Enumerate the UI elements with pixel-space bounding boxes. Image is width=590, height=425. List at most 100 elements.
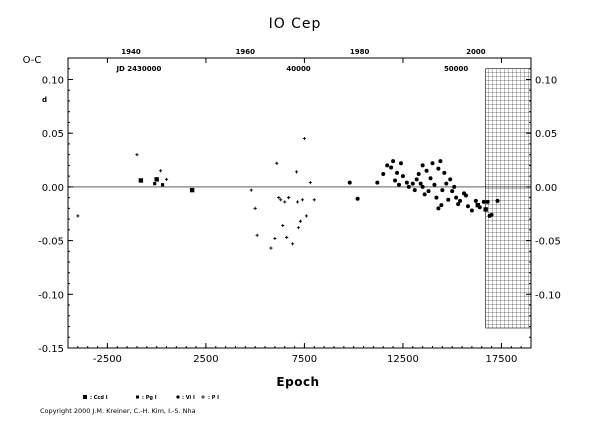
data-point-vi <box>495 198 500 203</box>
data-point-vi <box>428 176 433 181</box>
data-point-vi <box>406 184 411 189</box>
data-point-vi <box>422 192 427 197</box>
data-point-p <box>164 177 169 181</box>
data-point-vi <box>440 188 445 193</box>
data-point-p <box>281 223 285 228</box>
data-point-ccd <box>189 187 195 193</box>
data-point-vi <box>400 174 405 179</box>
x-tick-label: 12500 <box>387 354 419 365</box>
data-point-vi <box>398 161 403 166</box>
legend-marker-ccd <box>83 395 87 399</box>
hatched-region <box>485 68 532 329</box>
y-tick-label: 0.10 <box>42 75 64 86</box>
data-point-vi <box>385 163 390 168</box>
data-point-vi <box>454 195 459 200</box>
y-tick-label: 0.00 <box>42 183 64 194</box>
data-point-ccd <box>483 207 488 212</box>
jd-label: JD 2430000 <box>115 65 161 73</box>
data-point-vi <box>393 178 398 183</box>
data-point-vi <box>391 159 396 164</box>
y-unit-mark: d <box>42 96 47 104</box>
data-point-vi <box>489 212 494 217</box>
data-point-vi <box>458 198 463 203</box>
jd-label: 40000 <box>286 65 310 73</box>
axis-ticks: -2500 2500 7500 12500 17500 -0.15 -0.10 -0.05 0.… <box>38 48 561 365</box>
data-point-vi <box>412 188 417 193</box>
data-point-p <box>275 161 279 165</box>
data-point-vi <box>456 202 461 207</box>
data-point-vi <box>420 184 425 189</box>
x-tick-label: -2500 <box>93 354 122 365</box>
y-tick-label-right: 0.00 <box>535 183 557 194</box>
y-tick-label: -0.10 <box>38 290 64 301</box>
data-point-p <box>255 233 259 237</box>
data-point-p <box>135 153 139 157</box>
data-point-ccd <box>475 202 481 208</box>
data-point-vi <box>444 181 449 186</box>
plot-frame <box>67 57 532 349</box>
data-point-p <box>269 246 273 250</box>
data-point-p <box>298 219 303 223</box>
data-point-vi <box>418 181 423 186</box>
data-point-vi <box>414 177 419 182</box>
data-point-p <box>283 200 287 204</box>
data-point-p <box>302 136 307 141</box>
data-point-vi <box>404 180 409 185</box>
data-point-vi <box>448 177 453 182</box>
data-point-vi <box>416 172 421 176</box>
legend-label-p: : P I <box>208 395 219 401</box>
data-point-p <box>253 206 257 210</box>
y-axis-label: O-C <box>23 55 42 66</box>
data-point-p <box>294 170 299 174</box>
data-point-vi <box>424 168 429 173</box>
data-point-ccd <box>138 178 144 183</box>
data-point-vi <box>473 198 478 203</box>
data-point-pg <box>153 182 157 186</box>
legend-marker-pg <box>136 395 139 399</box>
plot-border <box>67 57 532 349</box>
legend-label-ccd: : Ccd I <box>90 395 108 401</box>
data-point-vi <box>439 203 444 208</box>
data-points <box>76 136 500 250</box>
data-point-p <box>279 198 283 202</box>
data-point-vi <box>477 205 482 210</box>
data-point-p <box>291 242 295 246</box>
data-point-p <box>287 196 291 200</box>
data-point-vi <box>436 166 441 171</box>
top-axis-year-label: 1940 <box>121 48 141 56</box>
data-point-vi <box>410 181 415 186</box>
data-point-vi <box>438 159 443 164</box>
data-point-vi <box>436 206 441 211</box>
data-point-vi <box>355 196 360 201</box>
data-point-p <box>295 200 300 204</box>
data-point-p <box>312 198 316 202</box>
data-point-p <box>304 214 308 218</box>
legend-marker-vi <box>176 395 180 399</box>
data-point-p <box>296 226 301 230</box>
data-point-vi <box>395 170 400 175</box>
y-tick-label-right: -0.05 <box>535 237 561 248</box>
data-point-vi <box>442 170 447 175</box>
data-point-vi <box>485 199 490 204</box>
data-point-p <box>273 236 277 241</box>
x-tick-label: 7500 <box>292 354 317 365</box>
data-point-pg <box>160 183 165 187</box>
top-axis-year-label: 1980 <box>350 48 370 56</box>
data-point-p <box>300 198 305 202</box>
x-axis-label: Epoch <box>276 375 319 389</box>
legend-label-pg: : Pg I <box>142 395 157 401</box>
data-point-vi <box>420 163 425 168</box>
y-tick-label: -0.05 <box>38 237 64 248</box>
data-point-vi <box>432 182 437 187</box>
chart-title: IO Cep <box>269 16 322 32</box>
data-point-vi <box>450 189 455 194</box>
data-point-vi <box>396 182 401 187</box>
data-point-p <box>285 235 289 239</box>
data-point-vi <box>452 184 457 189</box>
top-axis-year-label: 2000 <box>466 48 486 56</box>
data-point-p <box>159 169 163 173</box>
data-point-vi <box>481 199 486 204</box>
data-point-vi <box>426 189 431 194</box>
top-axis-year-label: 1960 <box>236 48 256 56</box>
y-tick-label: 0.05 <box>42 129 64 140</box>
